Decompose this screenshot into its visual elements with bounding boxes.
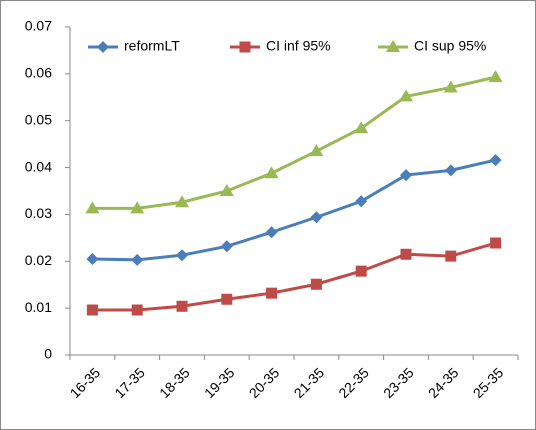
y-tick-label: 0.07: [25, 18, 52, 34]
data-point: [444, 164, 457, 177]
legend-marker: [97, 41, 109, 53]
y-tick-label: 0.06: [25, 65, 52, 81]
data-point: [489, 154, 502, 167]
data-point: [130, 201, 145, 214]
data-point: [355, 265, 367, 277]
y-tick-label: 0.05: [25, 111, 52, 127]
data-point: [176, 249, 188, 262]
y-tick-label: 0.01: [25, 299, 52, 315]
y-tick-label: 0.04: [25, 158, 52, 174]
data-point: [490, 237, 502, 249]
y-tick-label: 0.02: [25, 252, 52, 268]
data-point: [264, 166, 279, 179]
data-point: [221, 293, 233, 305]
legend-marker: [239, 41, 251, 53]
data-point: [86, 304, 98, 316]
data-point: [86, 252, 99, 265]
legend-label: CI inf 95%: [266, 38, 331, 54]
data-point: [131, 253, 144, 266]
data-point: [443, 80, 458, 93]
y-tick-label: 0: [44, 346, 52, 362]
data-point: [488, 70, 503, 83]
series-line: [92, 75, 496, 210]
legend-label: CI sup 95%: [414, 38, 486, 54]
data-point: [220, 240, 233, 253]
data-point: [85, 201, 100, 214]
data-point: [355, 195, 368, 208]
data-point: [445, 250, 457, 262]
data-point: [265, 226, 278, 239]
data-point: [219, 184, 234, 196]
data-point: [310, 278, 322, 290]
legend-label: reformLT: [124, 38, 180, 54]
data-point: [175, 195, 189, 208]
data-point: [400, 169, 412, 182]
data-point: [310, 211, 323, 224]
y-tick-label: 0.03: [25, 205, 52, 221]
data-point: [400, 248, 412, 260]
data-point: [131, 304, 143, 316]
legend-marker: [386, 40, 400, 52]
data-point: [266, 287, 278, 299]
series-line: [92, 241, 497, 312]
data-point: [176, 300, 188, 312]
data-point: [399, 89, 413, 102]
series-line: [92, 158, 496, 262]
data-point: [354, 121, 369, 134]
data-point: [309, 144, 324, 157]
